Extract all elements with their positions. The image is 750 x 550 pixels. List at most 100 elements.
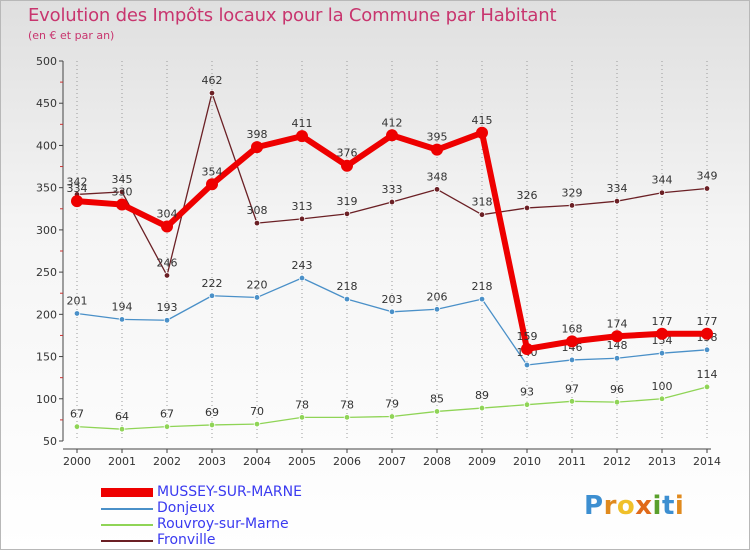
data-label-mussey-sur-marne: 395 [427,131,448,144]
x-tick-label-2008: 2008 [423,455,451,468]
legend-label-donjeux: Donjeux [157,500,215,516]
data-point-mussey-sur-marne [521,342,533,355]
data-point-mussey-sur-marne [71,195,83,208]
data-label-donjeux: 218 [472,280,493,293]
data-point-rouvroy-sur-marne [568,398,576,405]
data-label-donjeux: 203 [382,293,403,306]
y-tick-label-200: 200 [36,308,57,321]
data-point-mussey-sur-marne [431,143,443,156]
data-point-rouvroy-sur-marne [388,413,396,420]
data-point-donjeux [73,310,81,317]
data-point-mussey-sur-marne [251,141,263,154]
data-label-fronville: 246 [157,256,178,269]
data-label-rouvroy-sur-marne: 78 [340,398,354,411]
data-label-fronville: 348 [427,170,448,183]
data-point-donjeux [433,306,441,313]
data-point-fronville [568,202,576,209]
data-point-donjeux [523,361,531,369]
logo-letter: i [652,491,662,521]
data-point-donjeux [703,346,711,353]
data-point-rouvroy-sur-marne [208,421,216,429]
data-point-fronville [208,89,216,97]
data-point-fronville [163,272,171,279]
data-point-donjeux [298,274,306,282]
data-point-fronville [613,197,621,205]
data-point-mussey-sur-marne [206,178,218,191]
data-point-donjeux [568,356,576,364]
data-label-mussey-sur-marne: 159 [517,330,538,343]
y-tick-label-350: 350 [36,182,57,195]
data-label-donjeux: 222 [202,277,223,290]
logo-letter: o [616,491,636,521]
data-point-mussey-sur-marne [116,198,128,211]
data-point-mussey-sur-marne [341,159,353,172]
legend-swatch-mussey-sur-marne [101,488,153,497]
data-label-fronville: 329 [562,186,583,199]
x-tick-label-2014: 2014 [693,455,721,468]
data-point-rouvroy-sur-marne [118,425,126,433]
data-label-fronville: 319 [337,195,358,208]
data-label-donjeux: 193 [157,301,178,314]
data-label-fronville: 313 [292,200,313,213]
data-point-donjeux [388,308,396,315]
data-point-mussey-sur-marne [161,220,173,233]
y-tick-label-250: 250 [36,266,57,279]
data-point-donjeux [613,355,621,362]
data-label-mussey-sur-marne: 168 [562,322,583,335]
data-label-mussey-sur-marne: 304 [157,208,178,221]
data-label-donjeux: 201 [67,294,88,307]
chart-subtitle: (en € et par an) [28,29,115,42]
data-label-fronville: 318 [472,196,493,209]
x-tick-label-2012: 2012 [603,455,631,468]
data-point-rouvroy-sur-marne [658,395,666,402]
y-tick-label-50: 50 [43,435,57,448]
data-label-mussey-sur-marne: 412 [382,116,403,129]
x-tick-label-2010: 2010 [513,455,541,468]
data-point-fronville [388,198,396,206]
data-point-fronville [523,204,531,212]
y-tick-label-400: 400 [36,139,57,152]
data-point-rouvroy-sur-marne [298,414,306,421]
logo-letter: t [661,491,675,521]
data-point-mussey-sur-marne [701,327,713,340]
logo-letter: x [635,491,653,521]
data-point-rouvroy-sur-marne [343,414,351,421]
data-point-fronville [343,210,351,218]
y-tick-label-450: 450 [36,97,57,110]
data-label-rouvroy-sur-marne: 85 [430,392,444,405]
y-tick-label-150: 150 [36,351,57,364]
data-label-rouvroy-sur-marne: 97 [565,382,579,395]
data-label-mussey-sur-marne: 354 [202,165,223,178]
logo-letter: r [603,491,617,521]
data-label-rouvroy-sur-marne: 93 [520,386,534,399]
x-tick-label-2003: 2003 [198,455,226,468]
data-point-rouvroy-sur-marne [478,404,486,412]
data-point-donjeux [118,316,126,323]
x-tick-label-2001: 2001 [108,455,136,468]
data-point-fronville [703,185,711,192]
data-point-mussey-sur-marne [566,335,578,348]
data-point-rouvroy-sur-marne [523,401,531,408]
data-point-donjeux [658,349,666,357]
data-label-mussey-sur-marne: 330 [112,186,133,199]
legend-label-mussey-sur-marne: MUSSEY-SUR-MARNE [157,484,302,500]
data-point-fronville [118,188,126,196]
x-tick-label-2005: 2005 [288,455,316,468]
data-label-rouvroy-sur-marne: 96 [610,383,624,396]
data-label-mussey-sur-marne: 177 [697,315,718,328]
data-label-donjeux: 218 [337,280,358,293]
data-point-fronville [478,211,486,218]
y-tick-label-300: 300 [36,224,57,237]
data-label-fronville: 462 [202,74,223,87]
data-point-mussey-sur-marne [296,130,308,143]
legend-label-rouvroy-sur-marne: Rouvroy-sur-Marne [157,516,289,532]
data-label-mussey-sur-marne: 415 [472,114,493,127]
x-tick-label-2006: 2006 [333,455,361,468]
data-label-rouvroy-sur-marne: 67 [160,408,174,421]
x-tick-label-2011: 2011 [558,455,586,468]
legend-swatch-fronville [101,540,153,542]
logo-letter: P [584,491,604,521]
data-label-donjeux: 206 [427,290,448,303]
